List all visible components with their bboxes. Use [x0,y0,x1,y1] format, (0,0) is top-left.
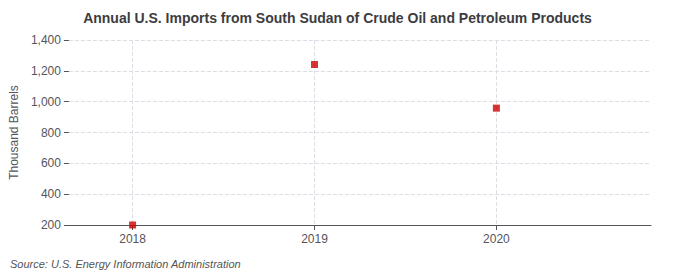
svg-text:2020: 2020 [483,232,510,246]
svg-text:Thousand Barrels: Thousand Barrels [7,85,21,180]
svg-text:2018: 2018 [119,232,146,246]
svg-text:Annual U.S. Imports from South: Annual U.S. Imports from South Sudan of … [83,10,592,26]
svg-text:1,400: 1,400 [31,33,61,47]
svg-text:1,000: 1,000 [31,95,61,109]
svg-text:600: 600 [41,156,61,170]
svg-text:Source: U.S. Energy Informatio: Source: U.S. Energy Information Administ… [10,258,241,270]
svg-text:1,200: 1,200 [31,64,61,78]
svg-text:400: 400 [41,187,61,201]
svg-text:200: 200 [41,218,61,232]
svg-text:2019: 2019 [301,232,328,246]
svg-text:800: 800 [41,126,61,140]
